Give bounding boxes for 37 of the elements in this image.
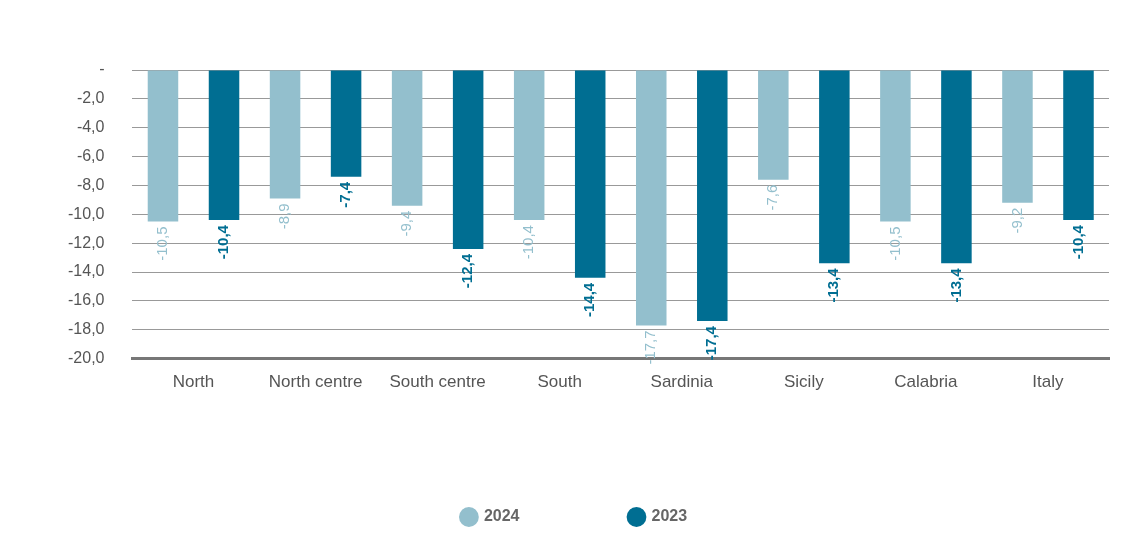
y-tick-label: -14,0: [68, 262, 105, 280]
data-label: -10,4: [519, 225, 537, 260]
data-label: -12,4: [458, 253, 476, 289]
data-label: -13,4: [946, 267, 964, 303]
y-tick-label: -16,0: [68, 291, 105, 309]
data-label: -7,6: [763, 184, 781, 211]
y-tick-label: -: [99, 60, 105, 78]
y-tick-label: -8,0: [76, 175, 105, 193]
y-tick-label: -12,0: [68, 233, 105, 251]
y-tick-label: -10,0: [68, 204, 105, 222]
x-tick-label: Calabria: [894, 372, 959, 392]
data-label: -10,4: [1068, 224, 1086, 260]
x-tick-label: South: [537, 372, 582, 392]
data-label: -8,9: [275, 203, 293, 230]
data-label: -13,4: [824, 267, 842, 303]
y-tick-label: -4,0: [76, 118, 105, 136]
data-label: -17,7: [641, 330, 659, 365]
data-label: -14,4: [580, 282, 598, 317]
legend-label: 2023: [651, 507, 688, 525]
y-tick-label: -6,0: [76, 146, 105, 164]
data-label: -9,2: [1007, 207, 1025, 234]
data-label: -10,5: [153, 226, 171, 261]
data-label: -17,4: [702, 325, 720, 361]
x-tick-label: Sicily: [784, 372, 825, 392]
legend-label: 2024: [483, 507, 520, 525]
x-tick-label: Sardinia: [650, 372, 714, 392]
y-tick-label: -20,0: [68, 349, 105, 367]
data-label: -9,4: [397, 210, 415, 237]
y-tick-label: -18,0: [68, 320, 105, 338]
x-tick-label: South centre: [389, 372, 486, 392]
data-label: -10,4: [214, 224, 232, 260]
x-tick-label: Italy: [1032, 372, 1065, 392]
data-label: -10,5: [885, 226, 903, 261]
x-tick-label: North: [172, 372, 215, 392]
x-tick-label: North centre: [268, 372, 363, 392]
data-label: -7,4: [336, 181, 354, 208]
y-tick-label: -2,0: [76, 89, 105, 107]
